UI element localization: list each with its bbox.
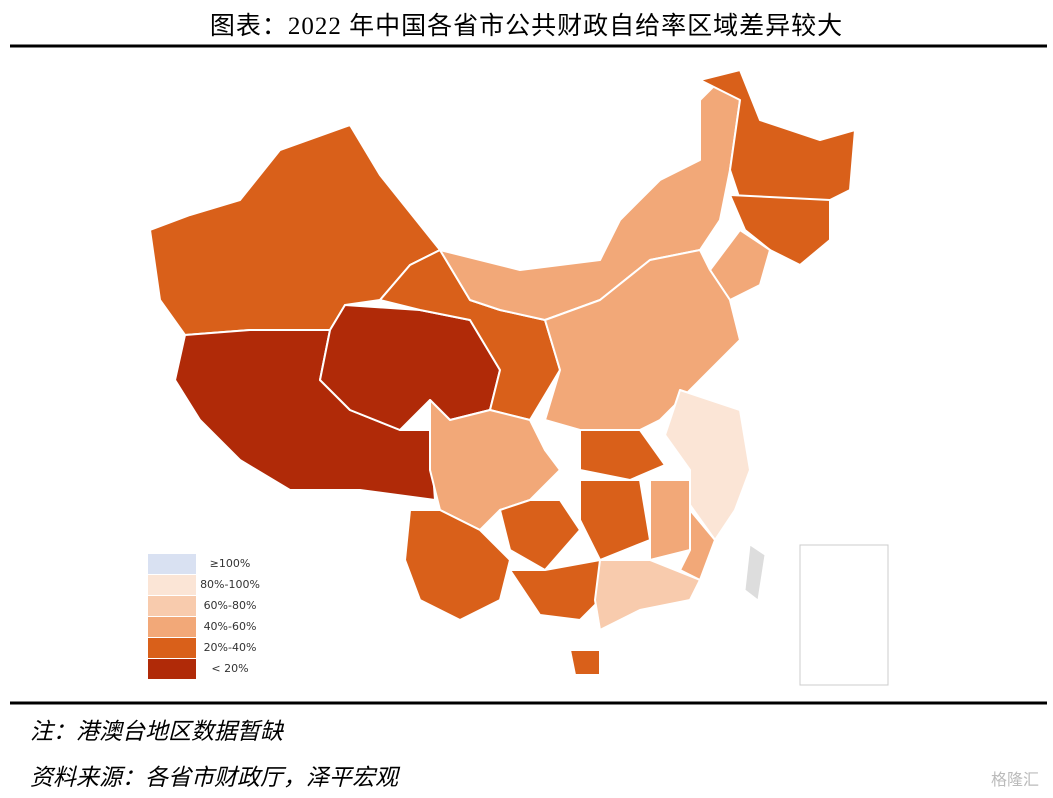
- legend-swatch: [148, 659, 196, 679]
- legend-label: 80%-100%: [200, 578, 260, 591]
- title: 图表：2022 年中国各省市公共财政自给率区域差异较大: [209, 13, 844, 40]
- region: [544, 249, 741, 441]
- region: [404, 509, 511, 621]
- legend-label: < 20%: [211, 662, 248, 675]
- legend-label: 40%-60%: [204, 620, 257, 633]
- region: [499, 499, 581, 571]
- region: [579, 479, 651, 561]
- region: [709, 229, 771, 301]
- region: [429, 399, 561, 531]
- legend-swatch: [148, 638, 196, 658]
- legend-label: 20%-40%: [204, 641, 257, 654]
- region-no-data: [744, 544, 766, 601]
- legend-swatch: [148, 575, 196, 595]
- china-map: [149, 69, 889, 686]
- legend-swatch: [148, 554, 196, 574]
- note: 注：港澳台地区数据暂缺: [30, 719, 283, 744]
- watermark: 格隆汇: [990, 770, 1039, 789]
- region: [649, 479, 691, 561]
- south-sea-inset: [799, 544, 889, 686]
- legend-label: 60%-80%: [204, 599, 257, 612]
- region: [594, 559, 701, 631]
- region: [729, 194, 831, 266]
- legend-label: ≥100%: [210, 557, 251, 570]
- source: 资料来源：各省市财政厅，泽平宏观: [30, 765, 398, 790]
- legend: ≥100% 80%-100% 60%-80% 40%-60% 20%-40% < 20%: [148, 554, 260, 679]
- legend-swatch: [148, 617, 196, 637]
- region: [569, 649, 601, 676]
- region: [579, 429, 666, 481]
- region: [699, 69, 856, 201]
- legend-swatch: [148, 596, 196, 616]
